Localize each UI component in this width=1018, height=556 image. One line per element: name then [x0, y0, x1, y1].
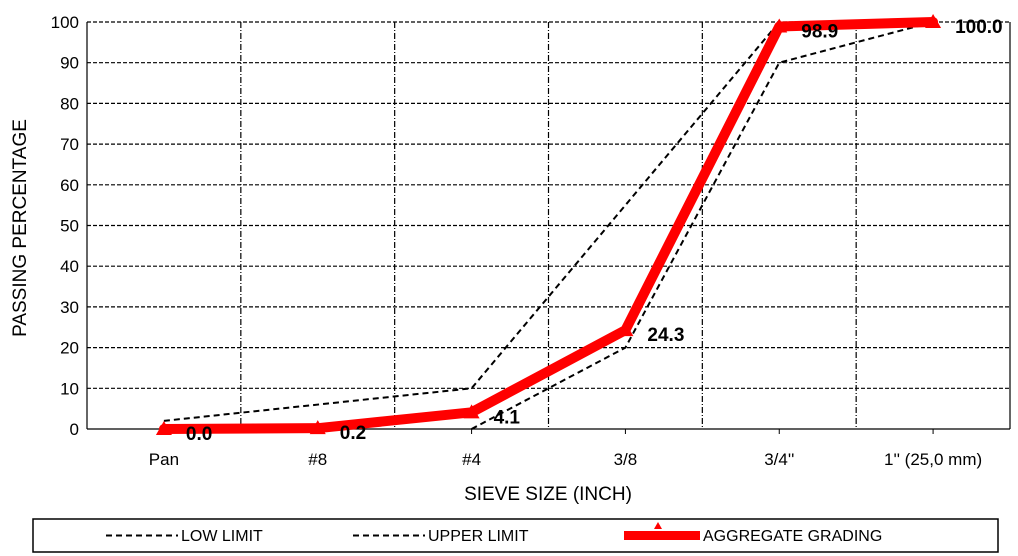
series-line-upper-limit [163, 21, 781, 422]
data-label: 24.3 [647, 325, 684, 346]
data-label: 98.9 [801, 21, 838, 42]
data-label: 4.1 [494, 407, 521, 428]
y-tick-label: 0 [70, 420, 79, 439]
tick-labels: 0 10 20 30 40 50 60 70 80 90 100 Pan #8 #4 3/8 3/4'' 1''… [51, 13, 983, 469]
data-point-marker [155, 421, 172, 435]
x-tick-label: #4 [462, 450, 481, 469]
legend-label-upper-limit: UPPER LIMIT [428, 528, 529, 545]
legend-marker-aggregate-grading [654, 522, 662, 529]
series-line-low-limit [471, 21, 934, 430]
grid [86, 21, 1011, 434]
series-area [155, 14, 942, 435]
data-label: 100.0 [955, 17, 1003, 38]
y-tick-label: 60 [60, 176, 79, 195]
legend-frame [32, 518, 999, 553]
x-axis-title: SIEVE SIZE (INCH) [464, 484, 632, 505]
y-tick-label: 90 [60, 54, 79, 73]
x-tick-label: 3/8 [614, 450, 638, 469]
data-labels: 0.0 0.2 4.1 24.3 98.9 100.0 [186, 17, 1003, 445]
series-line-aggregate-grading [158, 17, 939, 434]
x-tick-label: 1'' (25,0 mm) [884, 450, 982, 469]
y-axis-title: PASSING PERCENTAGE [10, 119, 31, 337]
y-tick-label: 20 [60, 339, 79, 358]
legend: LOW LIMIT UPPER LIMIT AGGREGATE GRADING [32, 518, 999, 553]
legend-label-low-limit: LOW LIMIT [181, 528, 263, 545]
x-tick-label: #8 [308, 450, 327, 469]
data-point-marker [463, 404, 480, 419]
x-tick-label: 3/4'' [764, 450, 794, 469]
y-tick-label: 30 [60, 298, 79, 317]
data-point-marker [925, 14, 942, 28]
data-point-marker [617, 322, 634, 337]
y-tick-label: 70 [60, 135, 79, 154]
y-tick-label: 100 [51, 13, 79, 32]
data-label: 0.0 [186, 424, 212, 445]
legend-label-aggregate-grading: AGGREGATE GRADING [703, 528, 882, 545]
data-point-marker [771, 18, 788, 33]
y-tick-label: 10 [60, 379, 79, 398]
data-point-marker [309, 420, 326, 435]
data-label: 0.2 [340, 423, 366, 444]
y-tick-label: 50 [60, 217, 79, 236]
x-tick-label: Pan [149, 450, 179, 469]
y-tick-label: 80 [60, 94, 79, 113]
y-tick-label: 40 [60, 257, 79, 276]
